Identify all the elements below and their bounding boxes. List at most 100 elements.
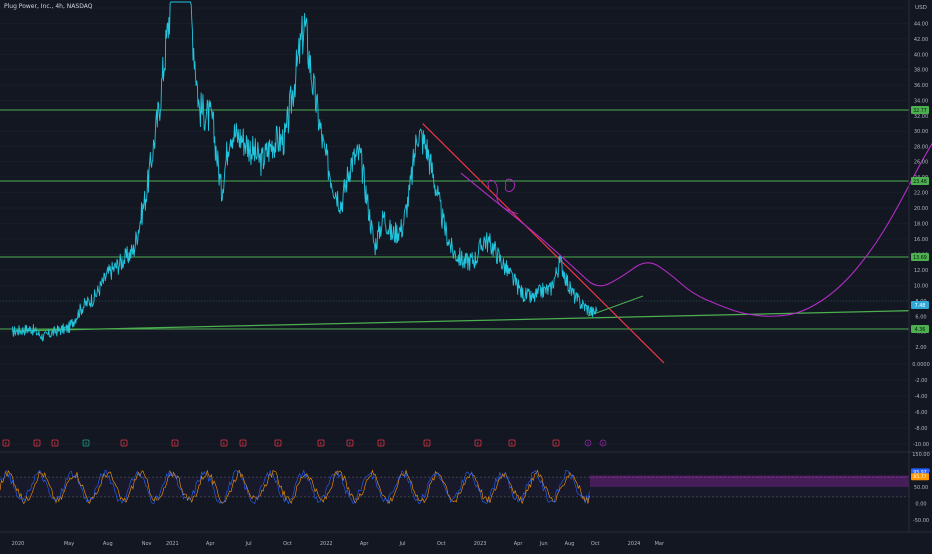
event-marker-label: E xyxy=(174,441,177,446)
event-marker xyxy=(474,439,482,447)
oscillator-tick-label: 150.00 xyxy=(912,452,930,458)
price-tick-label: 20.00 xyxy=(914,206,928,212)
price-tick-label: 18.00 xyxy=(914,222,928,228)
price-tick-label: 28.00 xyxy=(914,144,928,150)
event-marker-label: E xyxy=(123,441,126,446)
time-tick-label: 2022 xyxy=(320,541,333,547)
time-axis: 2020 May Aug Nov 2021 Apr Jul Oct 2022 Apr Jul Oct 2… xyxy=(0,531,932,547)
event-marker-label: E xyxy=(426,441,429,446)
oscillator-future-region xyxy=(590,475,909,487)
event-marker-label: E xyxy=(320,441,323,446)
time-tick-label: Oct xyxy=(591,541,600,547)
trend-lines xyxy=(11,123,910,364)
event-marker xyxy=(120,439,128,447)
short-trendline xyxy=(587,295,644,317)
oscillator-tick-label: 0.00 xyxy=(915,502,926,508)
event-marker-label: E xyxy=(5,441,8,446)
price-tick-label: 2.00 xyxy=(915,345,926,351)
price-tick-label: 38.00 xyxy=(914,68,928,74)
currency-label: USD xyxy=(915,5,927,11)
event-marker-label: E xyxy=(223,441,226,446)
event-marker-label: E xyxy=(242,441,245,446)
level-price-label: 13.69 xyxy=(913,255,927,261)
time-tick-label: 2023 xyxy=(474,541,487,547)
time-tick-label: Oct xyxy=(437,541,446,547)
event-marker-label: E xyxy=(511,441,514,446)
level-price-label: 32.77 xyxy=(913,108,927,114)
event-marker xyxy=(508,439,516,447)
time-tick-label: 2020 xyxy=(12,541,25,547)
price-tick-label: 12.00 xyxy=(914,268,928,274)
time-tick-label: Jul xyxy=(245,541,252,547)
price-tick-label: 30.00 xyxy=(914,129,928,135)
price-tick-label: 36.00 xyxy=(914,83,928,89)
price-tick-label: -4.00 xyxy=(915,394,928,400)
event-marker-label: E xyxy=(380,441,383,446)
level-price-tag xyxy=(911,253,929,261)
price-tick-label: 44.00 xyxy=(914,21,928,27)
event-marker xyxy=(51,439,59,447)
projection-path xyxy=(460,142,932,317)
event-marker-label: E xyxy=(587,441,590,446)
oscillator-band xyxy=(0,477,909,497)
price-tick-label: 0.0000 xyxy=(912,362,930,368)
last-price-tag xyxy=(911,301,929,309)
price-tick-label: 34.00 xyxy=(914,99,928,105)
projection-path xyxy=(460,142,932,317)
horizontal-levels xyxy=(0,109,909,330)
price-tick-label: 40.00 xyxy=(914,52,928,58)
resistance-trendline xyxy=(422,123,665,364)
time-tick-label: May xyxy=(64,541,74,547)
oscillator-value-label: 95.97 xyxy=(913,469,926,475)
oscillator-tick-label: -50.00 xyxy=(913,518,929,524)
price-tick-label: 22.00 xyxy=(914,190,928,196)
time-tick-label: 2024 xyxy=(628,541,641,547)
time-tick-label: 2021 xyxy=(166,541,179,547)
time-tick-label: Apr xyxy=(206,541,216,547)
time-tick-label: Aug xyxy=(103,541,113,547)
event-marker xyxy=(552,439,560,447)
level-price-tag xyxy=(911,325,929,333)
event-marker-label: E xyxy=(54,441,57,446)
price-tick-label: 16.00 xyxy=(914,237,928,243)
time-tick-label: Jul xyxy=(399,541,406,547)
event-marker-label: E xyxy=(477,441,480,446)
time-tick-label: Jun xyxy=(539,541,548,547)
oscillator-k-line xyxy=(0,469,590,505)
event-marker-label: E xyxy=(555,441,558,446)
event-marker xyxy=(82,439,90,447)
event-marker xyxy=(274,439,282,447)
event-marker xyxy=(33,439,41,447)
level-price-tag xyxy=(911,177,929,185)
event-marker xyxy=(599,439,607,447)
symbol-title: Plug Power, Inc., 4h, NASDAQ xyxy=(4,3,93,10)
price-tick-label: -8.00 xyxy=(915,426,928,432)
level-price-label: 4.36 xyxy=(915,327,926,333)
support-trendline xyxy=(11,310,910,332)
price-tick-label: 26.00 xyxy=(914,160,928,166)
oscillator-value-tag xyxy=(911,473,929,481)
event-marker xyxy=(317,439,325,447)
event-marker-label: E xyxy=(602,441,605,446)
event-marker-label: E xyxy=(277,441,280,446)
oscillator-pane xyxy=(0,451,932,505)
time-tick-label: Aug xyxy=(565,541,575,547)
price-tick-label: -6.00 xyxy=(915,410,928,416)
price-tick-label: 6.00 xyxy=(915,314,926,320)
price-tick-label: 42.00 xyxy=(914,37,928,43)
oscillator-d-line xyxy=(0,469,590,505)
time-tick-label: Nov xyxy=(142,541,152,547)
price-line xyxy=(11,1,598,342)
grid xyxy=(0,7,909,445)
event-marker xyxy=(377,439,385,447)
event-marker xyxy=(346,439,354,447)
level-price-tag xyxy=(911,106,929,114)
price-series xyxy=(11,1,598,342)
price-tick-label: 32.00 xyxy=(914,114,928,120)
event-marker-label: E xyxy=(349,441,352,446)
last-price-label: 7.48 xyxy=(915,303,926,309)
event-marker-label: E xyxy=(36,441,39,446)
